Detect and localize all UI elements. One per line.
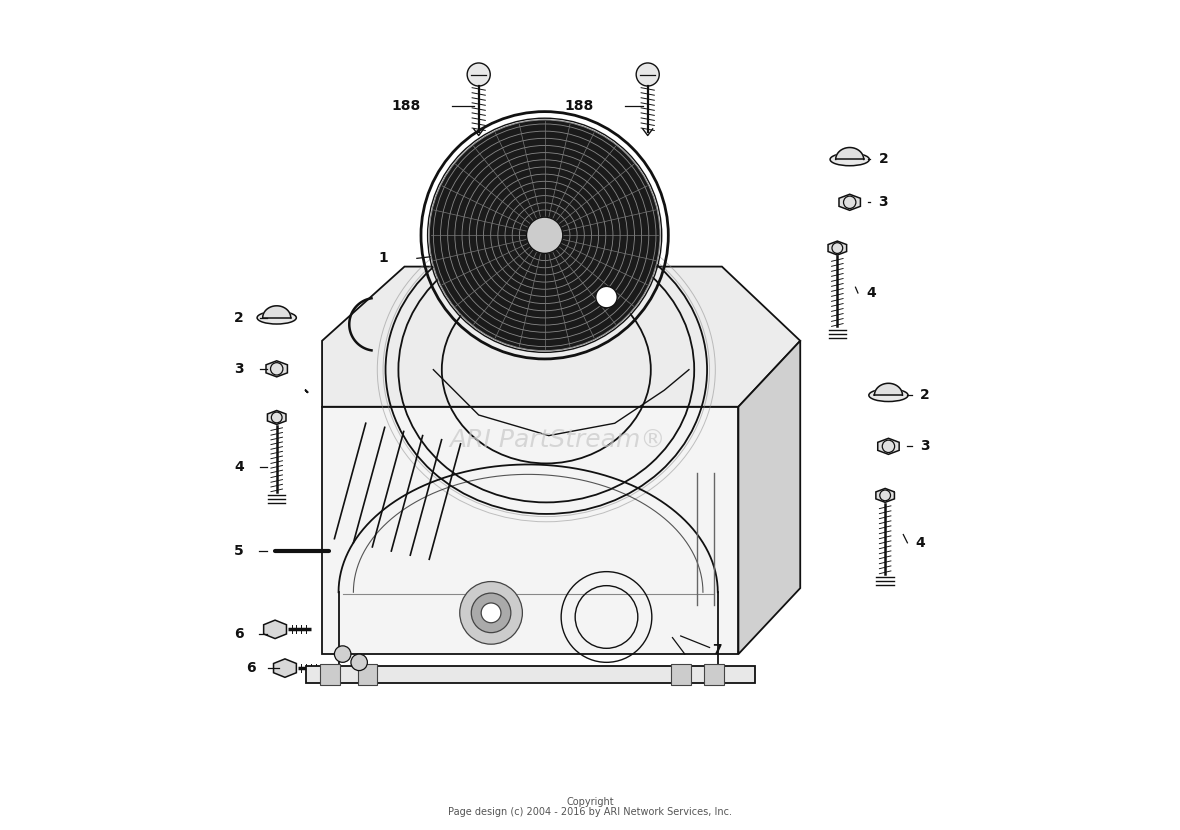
Text: 3: 3 xyxy=(919,439,930,453)
Polygon shape xyxy=(274,659,296,677)
Text: 7: 7 xyxy=(712,643,722,657)
Circle shape xyxy=(596,286,617,308)
Text: 4: 4 xyxy=(234,460,244,474)
Circle shape xyxy=(471,593,511,632)
Circle shape xyxy=(467,63,490,86)
Polygon shape xyxy=(266,361,288,377)
Text: 188: 188 xyxy=(392,99,421,113)
Polygon shape xyxy=(322,266,800,407)
Text: 6: 6 xyxy=(247,662,256,675)
Polygon shape xyxy=(306,666,755,683)
Ellipse shape xyxy=(257,311,296,324)
Bar xyxy=(670,664,690,685)
Circle shape xyxy=(481,603,501,622)
Text: Copyright: Copyright xyxy=(566,798,614,808)
Ellipse shape xyxy=(830,153,870,166)
Polygon shape xyxy=(878,438,899,454)
Text: 3: 3 xyxy=(234,362,244,376)
Polygon shape xyxy=(322,407,739,654)
Ellipse shape xyxy=(868,389,909,402)
Polygon shape xyxy=(268,411,286,424)
Polygon shape xyxy=(263,620,287,638)
Text: 2: 2 xyxy=(234,310,244,325)
Circle shape xyxy=(334,646,350,662)
Bar xyxy=(358,664,378,685)
Polygon shape xyxy=(839,194,860,210)
Text: 2: 2 xyxy=(919,388,930,403)
Polygon shape xyxy=(263,305,290,318)
Polygon shape xyxy=(876,488,894,502)
Bar xyxy=(703,664,723,685)
Bar xyxy=(321,664,340,685)
Text: ARI PartStream®: ARI PartStream® xyxy=(448,427,666,452)
Circle shape xyxy=(350,654,367,671)
Circle shape xyxy=(430,120,660,351)
Circle shape xyxy=(460,582,523,644)
Circle shape xyxy=(526,217,563,253)
Text: 2: 2 xyxy=(879,153,889,167)
Polygon shape xyxy=(739,341,800,654)
Text: 5: 5 xyxy=(234,544,244,558)
Text: 1: 1 xyxy=(379,251,388,266)
Polygon shape xyxy=(828,241,846,255)
Text: 4: 4 xyxy=(866,286,876,300)
Text: 4: 4 xyxy=(916,536,925,549)
Text: Page design (c) 2004 - 2016 by ARI Network Services, Inc.: Page design (c) 2004 - 2016 by ARI Netwo… xyxy=(448,808,732,818)
Circle shape xyxy=(636,63,660,86)
Text: 3: 3 xyxy=(879,195,889,209)
Polygon shape xyxy=(835,148,864,159)
Text: 6: 6 xyxy=(234,627,244,642)
Polygon shape xyxy=(874,383,903,395)
Text: 188: 188 xyxy=(565,99,594,113)
